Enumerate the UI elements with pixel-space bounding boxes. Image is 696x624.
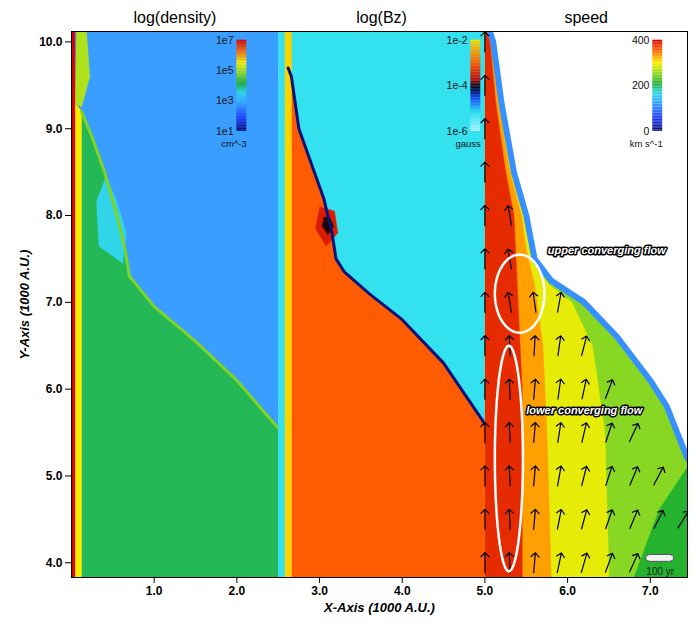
svg-text:0: 0 [644, 125, 650, 137]
svg-text:km s^-1: km s^-1 [630, 138, 663, 149]
svg-text:1.0: 1.0 [146, 584, 163, 598]
svg-text:5.0: 5.0 [477, 584, 494, 598]
svg-text:5.0: 5.0 [46, 469, 63, 483]
svg-text:4.0: 4.0 [394, 584, 411, 598]
svg-text:lower converging flow: lower converging flow [526, 404, 644, 416]
svg-text:3.0: 3.0 [311, 584, 328, 598]
svg-text:upper converging flow: upper converging flow [548, 244, 667, 256]
svg-text:lower converging flow: lower converging flow [526, 404, 644, 416]
svg-text:speed: speed [564, 9, 608, 26]
svg-text:1e1: 1e1 [216, 125, 234, 137]
svg-text:1e-4: 1e-4 [447, 79, 468, 91]
svg-text:1e-2: 1e-2 [447, 34, 468, 46]
svg-text:10.0: 10.0 [39, 35, 63, 49]
svg-text:8.0: 8.0 [46, 208, 63, 222]
svg-text:4.0: 4.0 [46, 556, 63, 570]
svg-text:400: 400 [632, 34, 650, 46]
svg-text:7.0: 7.0 [46, 295, 63, 309]
svg-text:Y-Axis (1000 A.U.): Y-Axis (1000 A.U.) [17, 250, 32, 360]
svg-text:cm^-3: cm^-3 [221, 138, 247, 149]
svg-text:2.0: 2.0 [229, 584, 246, 598]
svg-text:log(density): log(density) [134, 9, 217, 26]
svg-text:1e7: 1e7 [216, 34, 234, 46]
svg-text:7.0: 7.0 [642, 584, 659, 598]
svg-text:6.0: 6.0 [559, 584, 576, 598]
svg-text:1e3: 1e3 [216, 94, 234, 106]
svg-text:1e5: 1e5 [216, 64, 234, 76]
svg-text:100 yr: 100 yr [646, 566, 674, 577]
svg-text:200: 200 [632, 79, 650, 91]
svg-text:1e-6: 1e-6 [447, 125, 468, 137]
svg-text:X-Axis (1000 A.U.): X-Axis (1000 A.U.) [323, 600, 435, 615]
svg-text:9.0: 9.0 [46, 122, 63, 136]
svg-text:upper converging flow: upper converging flow [548, 244, 667, 256]
svg-text:6.0: 6.0 [46, 382, 63, 396]
svg-text:gauss: gauss [455, 138, 481, 149]
svg-text:log(Bz): log(Bz) [356, 9, 407, 26]
